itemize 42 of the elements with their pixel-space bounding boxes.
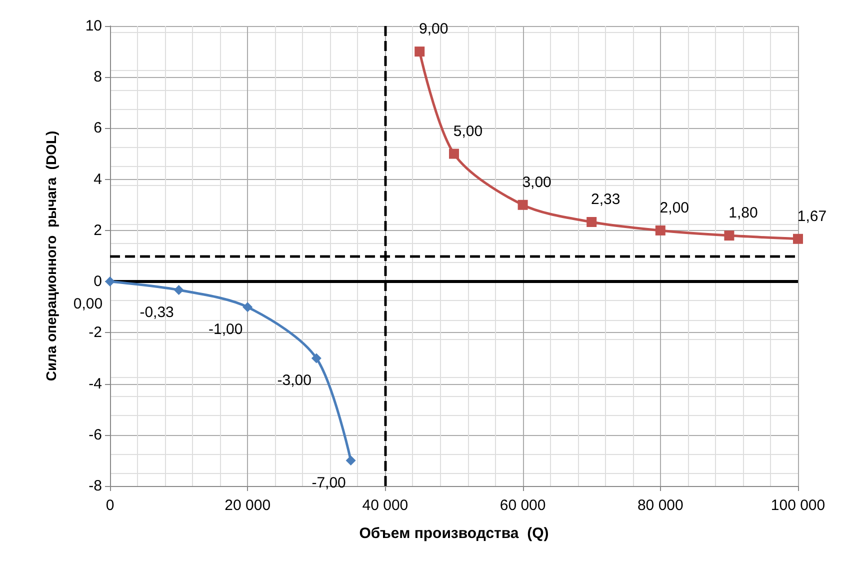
point	[586, 217, 597, 228]
data-label: -0,33	[140, 304, 174, 321]
data-label: 3,00	[522, 174, 552, 191]
x-tick-label: 100 000	[770, 497, 826, 514]
x-tick-label: 60 000	[500, 497, 546, 514]
y-tick-label: -4	[88, 375, 102, 392]
data-label: 5,00	[453, 122, 483, 140]
point	[311, 353, 322, 364]
point	[346, 455, 356, 466]
y-tick-label: 10	[85, 18, 102, 34]
x-tick-label: 20 000	[224, 497, 271, 514]
y-tick-label: 6	[94, 120, 102, 137]
point	[518, 200, 528, 210]
data-label: 9,00	[419, 20, 448, 38]
data-label: -7,00	[312, 474, 346, 492]
y-tick-label: 2	[94, 222, 102, 239]
data-label: -3,00	[277, 372, 312, 390]
y-tick-label: 0	[94, 273, 102, 290]
x-tick-label: 40 000	[362, 497, 408, 514]
y-tick-label: -2	[88, 324, 102, 342]
point	[793, 234, 803, 244]
x-axis-title: Объем производства (Q)	[359, 525, 549, 542]
data-label: 2,00	[660, 199, 689, 216]
y-tick-label: -8	[88, 478, 102, 494]
data-label: 0,00	[73, 296, 103, 313]
point	[449, 148, 459, 159]
point	[174, 284, 184, 295]
data-label: 2,33	[591, 191, 620, 208]
y-tick-label: 8	[94, 68, 102, 86]
point	[414, 46, 425, 57]
y-tick-label: -6	[88, 426, 102, 444]
point	[242, 302, 253, 312]
point	[655, 225, 666, 236]
data-label: 1,67	[797, 208, 827, 225]
y-tick-label: 4	[94, 170, 102, 188]
point	[724, 230, 734, 241]
point	[105, 276, 115, 287]
data-label: -1,00	[208, 321, 243, 338]
x-tick-label: 80 000	[637, 497, 684, 514]
data-label: 1,80	[728, 204, 758, 222]
x-tick-label: 0	[106, 497, 114, 514]
y-axis-title: Сила операционного рычага (DOL)	[43, 130, 59, 382]
